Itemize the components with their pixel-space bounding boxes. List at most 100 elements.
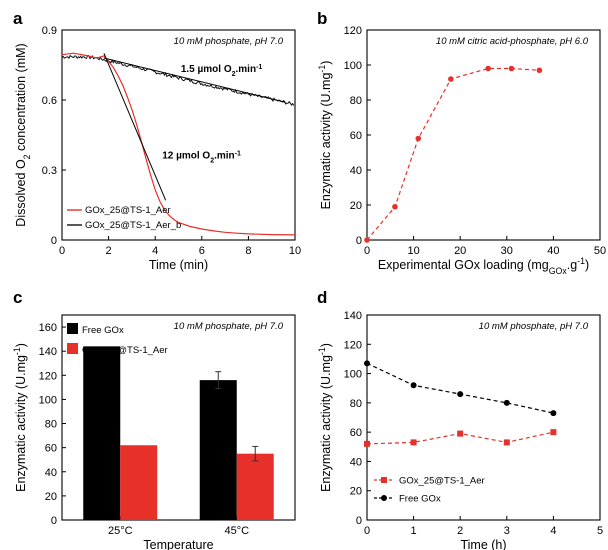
x-tick-label-a: 10 [289, 245, 301, 257]
y-tick-label-b: 40 [350, 165, 362, 177]
data-point-d-0 [364, 440, 370, 447]
y-axis-label-c-part: Enzymatic activity (U.mg [14, 355, 28, 492]
x-tick-label-b: 30 [501, 245, 513, 257]
y-tick-label-a: 0 [51, 235, 57, 247]
y-tick-label-b: 20 [350, 200, 362, 212]
x-axis-label-d: Time (h) [460, 538, 506, 550]
plot-frame-c [61, 314, 296, 521]
data-point-b [485, 65, 491, 72]
x-axis-label-b-part: -1 [577, 256, 585, 266]
y-axis-label-a-part: concentration (mM) [14, 43, 28, 154]
data-point-d-1 [457, 391, 464, 398]
x-tick-label-d: 0 [364, 525, 370, 537]
legend-label-c-0: Free GOx [82, 325, 124, 336]
legend-label-d-1: Free GOx [399, 494, 441, 505]
plot-frame-b [366, 29, 601, 241]
x-tick-label-d: 5 [597, 525, 603, 537]
y-axis-label-d: Enzymatic activity (U.mg-1) [317, 343, 333, 492]
y-tick-label-a: 0.6 [42, 95, 57, 107]
y-tick-label-d: 60 [350, 427, 362, 439]
x-axis-label-b-part: .g [567, 258, 577, 272]
y-axis-label-d-part: -1 [317, 347, 327, 355]
data-point-b [392, 203, 398, 210]
y-tick-label-c: 120 [39, 370, 57, 382]
y-axis-label-b: Enzymatic activity (U.mg-1) [317, 61, 333, 210]
x-axis-label-b-part: Experimental GOx loading (mg [378, 258, 549, 272]
data-point-d-1 [550, 410, 557, 417]
legend-label-a-1: GOx_25@TS-1_Aer_b [85, 220, 181, 231]
legend-label-a-0: GOx_25@TS-1_Aer [85, 205, 171, 216]
y-axis-label-b-part: -1 [317, 65, 327, 73]
x-axis-label-d-part: Time (h) [460, 538, 506, 550]
y-tick-label-b: 0 [356, 235, 362, 247]
x-tick-label-b: 0 [364, 245, 370, 257]
data-point-d-1 [503, 399, 510, 406]
y-tick-label-c: 0 [51, 515, 57, 527]
y-tick-label-c: 60 [45, 443, 57, 455]
panel-letter-b: b [317, 9, 327, 28]
y-tick-label-b: 120 [344, 25, 362, 37]
y-tick-label-c: 160 [39, 322, 57, 334]
condition-label-a: 10 mM phosphate, pH 7.0 [174, 36, 284, 47]
rate-annotation-a-1-part: 12 µmol O [162, 150, 210, 161]
y-axis-label-a-part: 2 [22, 154, 32, 159]
x-axis-label-a: Time (min) [149, 258, 208, 272]
data-point-b [536, 67, 543, 74]
y-tick-label-c: 100 [39, 394, 57, 406]
x-axis-label-a-part: Time (min) [149, 258, 208, 272]
fit-line-a-1 [103, 57, 286, 103]
x-tick-label-d: 4 [550, 525, 556, 537]
x-tick-label-b: 50 [594, 245, 606, 257]
data-point-d-0 [410, 439, 417, 446]
rate-annotation-a-1-part: -1 [235, 150, 241, 157]
y-tick-label-b: 60 [350, 130, 362, 142]
y-tick-label-d: 100 [344, 369, 362, 381]
rate-annotation-a-1: 12 µmol O2.min-1 [162, 150, 241, 164]
rate-annotation-a-0-part: .min [236, 64, 257, 75]
y-axis-label-c-part: -1 [12, 347, 22, 355]
x-axis-label-c: Temperature [143, 538, 213, 550]
y-tick-label-d: 140 [344, 310, 362, 322]
y-axis-label-c-part: ) [14, 343, 28, 347]
data-point-d-0 [457, 430, 464, 437]
y-tick-label-d: 80 [350, 398, 362, 410]
panel-letter-d: d [317, 288, 327, 307]
x-tick-label-a: 2 [106, 245, 112, 257]
plot-frame-d [366, 314, 601, 521]
y-axis-label-a-part: Dissolved O [14, 159, 28, 227]
data-point-b [415, 135, 422, 142]
legend-swatch-c-1 [67, 343, 78, 354]
panel-letter-c: c [13, 288, 22, 307]
data-point-d-0 [550, 429, 557, 436]
x-tick-label-b: 20 [454, 245, 466, 257]
x-tick-label-a: 0 [59, 245, 65, 257]
rate-annotation-a-0: 1.5 µmol O2.min-1 [181, 64, 263, 78]
bar-c-1 [236, 453, 274, 520]
data-point-d-0 [503, 439, 510, 446]
y-tick-label-b: 80 [350, 95, 362, 107]
y-tick-label-d: 20 [350, 486, 362, 498]
plot-frame-a [61, 29, 296, 241]
condition-label-c: 10 mM phosphate, pH 7.0 [174, 321, 284, 332]
x-tick-label-d: 2 [457, 525, 463, 537]
bar-c-0 [199, 380, 237, 520]
y-tick-label-a: 0.3 [42, 165, 57, 177]
legend-label-d-0: GOx_25@TS-1_Aer [399, 476, 485, 487]
y-tick-label-a: 0.9 [42, 25, 57, 37]
rate-annotation-a-0-part: 2 [232, 71, 236, 78]
legend-marker-d-0 [381, 477, 387, 483]
x-tick-label-d: 1 [411, 525, 417, 537]
series-line-b [366, 67, 540, 241]
x-axis-label-b-part: GOx [549, 266, 568, 276]
y-tick-label-c: 80 [45, 419, 57, 431]
rate-annotation-a-0-part: -1 [256, 64, 262, 71]
data-point-d-1 [410, 382, 417, 389]
y-tick-label-c: 140 [39, 346, 57, 358]
rate-annotation-a-1-part: 2 [210, 157, 214, 164]
fit-line-a-0 [103, 53, 167, 201]
y-tick-label-c: 40 [45, 467, 57, 479]
x-tick-label-a: 8 [245, 245, 251, 257]
bar-c-1 [120, 445, 158, 520]
data-point-d-1 [364, 360, 370, 367]
